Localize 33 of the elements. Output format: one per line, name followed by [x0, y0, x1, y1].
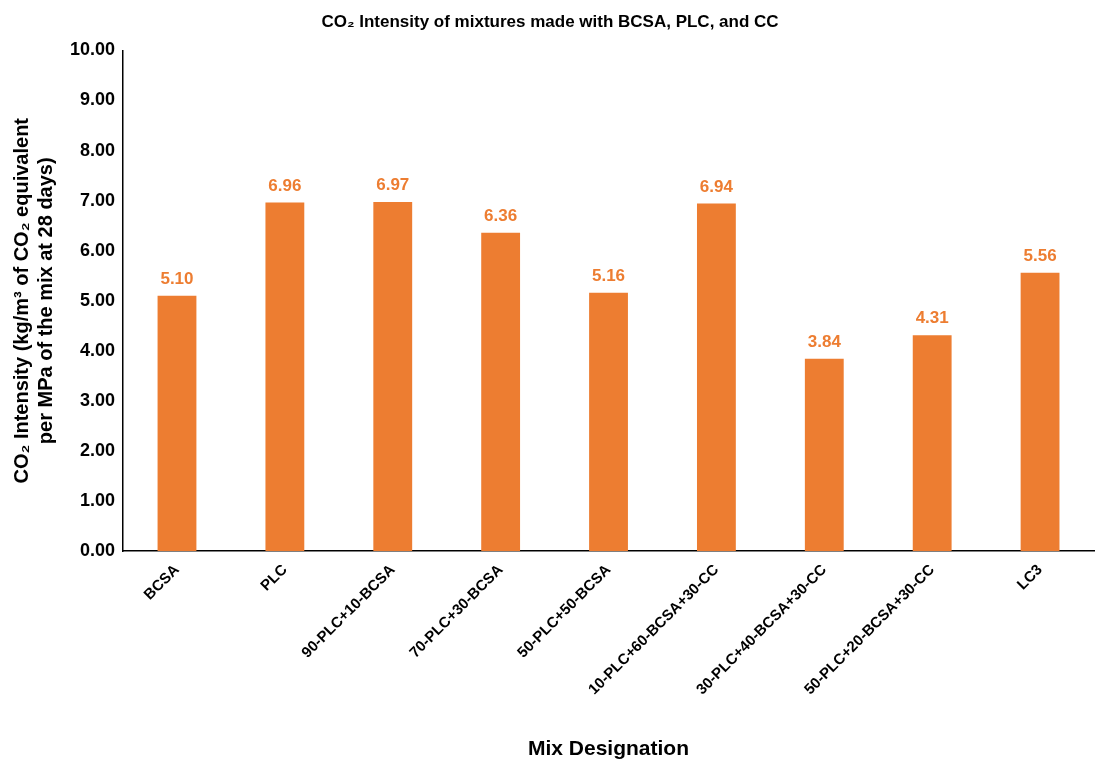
y-axis-title: CO₂ Intensity (kg/m³ of CO₂ equivalent per MPa of the mix at 28 days)	[9, 117, 56, 484]
bar	[1020, 272, 1060, 552]
bar	[804, 358, 844, 552]
bar	[481, 232, 521, 552]
y-tick-label: 3.00	[80, 389, 116, 410]
y-tick-label: 1.00	[80, 490, 116, 511]
bar	[912, 335, 952, 552]
x-axis-title: Mix Designation	[528, 736, 690, 760]
bar	[696, 203, 736, 552]
bar	[265, 202, 305, 552]
y-tick-label: 6.00	[80, 239, 116, 260]
data-label: 5.10	[160, 268, 194, 288]
data-label: 6.94	[699, 176, 734, 196]
bar	[157, 295, 197, 552]
data-label: 6.96	[268, 175, 302, 195]
y-tick-label: 7.00	[80, 189, 116, 210]
data-label: 6.36	[484, 205, 518, 225]
data-label: 6.97	[376, 175, 410, 195]
chart-title: CO₂ Intensity of mixtures made with BCSA, PLC, and CC	[321, 11, 779, 31]
x-tick-label: LC3	[1013, 560, 1046, 593]
data-label: 5.16	[591, 265, 626, 285]
data-label: 3.84	[807, 332, 842, 352]
y-tick-label: 5.00	[80, 289, 116, 310]
bar	[589, 292, 628, 552]
y-tick-label: 2.00	[80, 439, 116, 460]
y-tick-label: 9.00	[80, 89, 116, 110]
y-tick-label: 0.00	[80, 540, 116, 561]
data-label: 5.56	[1023, 245, 1057, 265]
bar	[373, 202, 413, 552]
y-tick-label: 10.00	[70, 39, 116, 60]
data-label: 4.31	[915, 308, 949, 328]
y-tick-label: 8.00	[80, 139, 116, 160]
y-tick-label: 4.00	[80, 339, 116, 360]
